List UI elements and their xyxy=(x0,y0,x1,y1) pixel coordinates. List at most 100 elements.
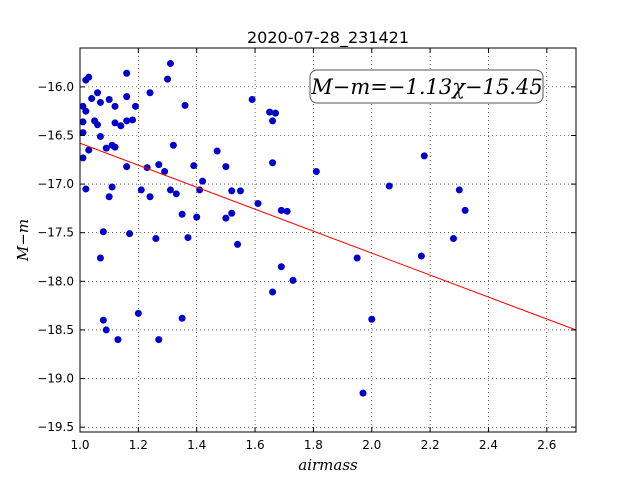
y-axis-label: M−m xyxy=(14,219,32,262)
data-point xyxy=(85,73,93,81)
data-point xyxy=(146,193,154,201)
data-point xyxy=(248,96,256,104)
data-point xyxy=(79,129,87,137)
y-tick-label: −18.0 xyxy=(37,274,74,288)
x-tick-label: 1.4 xyxy=(187,438,206,452)
data-point xyxy=(178,210,186,218)
x-tick-label: 1.2 xyxy=(129,438,148,452)
data-point xyxy=(190,162,198,170)
chart-title: 2020-07-28_231421 xyxy=(247,28,409,48)
data-point xyxy=(102,144,110,152)
x-tick-label: 2.0 xyxy=(362,438,381,452)
data-point xyxy=(96,98,104,106)
y-tick-label: −17.5 xyxy=(37,226,74,240)
data-point xyxy=(164,75,172,83)
y-tick-label: −16.0 xyxy=(37,80,74,94)
data-point xyxy=(102,326,110,334)
fit-equation-text: M−m=−1.13χ−15.45 xyxy=(310,75,542,99)
data-point xyxy=(88,95,96,103)
data-point xyxy=(277,263,285,271)
data-point xyxy=(178,314,186,322)
data-point xyxy=(111,102,119,110)
data-point xyxy=(312,167,320,175)
data-point xyxy=(111,119,119,127)
data-point xyxy=(108,183,116,191)
data-point xyxy=(234,240,242,248)
data-point xyxy=(82,107,90,115)
data-point xyxy=(123,93,131,101)
data-point xyxy=(283,207,291,215)
data-point xyxy=(199,177,207,185)
data-point xyxy=(85,146,93,154)
y-tick-label: −16.5 xyxy=(37,128,74,142)
data-point xyxy=(111,143,119,151)
data-point xyxy=(417,252,425,260)
data-point xyxy=(172,190,180,198)
data-point xyxy=(123,163,131,171)
data-point xyxy=(222,214,230,222)
data-point xyxy=(228,187,236,195)
data-point xyxy=(359,389,367,397)
data-point xyxy=(166,60,174,68)
data-point xyxy=(152,235,160,243)
data-point xyxy=(184,234,192,242)
x-tick-label: 1.6 xyxy=(246,438,265,452)
data-point xyxy=(96,132,104,140)
data-point xyxy=(461,206,469,214)
data-point xyxy=(455,186,463,194)
data-point xyxy=(289,276,297,284)
data-point xyxy=(385,182,393,190)
data-point xyxy=(123,69,131,77)
data-point xyxy=(254,200,262,208)
data-point xyxy=(269,159,277,167)
data-point xyxy=(449,235,457,243)
grid xyxy=(79,48,576,432)
data-point xyxy=(105,193,113,201)
x-tick-label: 1.0 xyxy=(70,438,89,452)
y-tick-label: −18.5 xyxy=(37,323,74,337)
data-point xyxy=(131,102,139,110)
x-tick-label: 2.4 xyxy=(479,438,498,452)
data-point xyxy=(269,117,277,125)
data-point xyxy=(266,108,274,116)
data-point xyxy=(155,161,163,169)
y-tick-label: −17.0 xyxy=(37,177,74,191)
data-point xyxy=(161,167,169,175)
data-point xyxy=(222,163,230,171)
data-point xyxy=(99,316,107,324)
y-tick-label: −19.0 xyxy=(37,372,74,386)
data-point xyxy=(236,187,244,195)
data-point xyxy=(353,254,361,262)
fit-equation-box-border xyxy=(309,69,544,104)
data-point xyxy=(181,101,189,109)
x-tick-label: 2.2 xyxy=(421,438,440,452)
y-tick-label: −19.5 xyxy=(37,420,74,434)
axis-ticks: 1.0 1.2 1.4 1.6 1.8 2.0 2.2 2.4 2.6 −16.0 −16.5 −17… xyxy=(37,48,576,452)
data-point xyxy=(123,117,131,125)
data-point xyxy=(155,336,163,344)
data-point xyxy=(105,96,113,104)
data-point xyxy=(134,309,142,317)
data-point xyxy=(137,186,145,194)
data-points xyxy=(79,60,469,397)
data-point xyxy=(228,209,236,217)
data-point xyxy=(99,228,107,236)
data-point xyxy=(79,154,87,162)
x-tick-label: 1.8 xyxy=(304,438,323,452)
x-axis-label: airmass xyxy=(298,456,358,474)
data-point xyxy=(193,213,201,221)
data-point xyxy=(96,254,104,262)
data-point xyxy=(368,315,376,323)
fit-line xyxy=(79,142,577,331)
data-point xyxy=(166,186,174,194)
data-point xyxy=(277,206,285,214)
data-point xyxy=(269,288,277,296)
data-point xyxy=(271,109,279,117)
data-point xyxy=(114,336,122,344)
data-point xyxy=(213,147,221,155)
data-point xyxy=(129,116,137,124)
data-point xyxy=(94,121,102,129)
plot-area-frame xyxy=(79,47,577,433)
fit-equation-box: M−m=−1.13χ−15.45 xyxy=(309,69,544,104)
